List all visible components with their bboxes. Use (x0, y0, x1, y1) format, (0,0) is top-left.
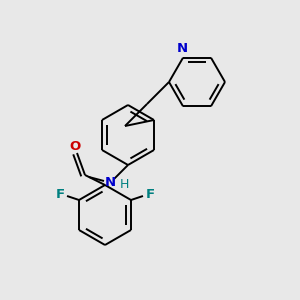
Text: F: F (56, 188, 64, 202)
Text: H: H (119, 178, 129, 191)
Text: F: F (146, 188, 154, 202)
Text: N: N (104, 176, 116, 190)
Text: O: O (69, 140, 81, 152)
Text: N: N (176, 42, 188, 55)
